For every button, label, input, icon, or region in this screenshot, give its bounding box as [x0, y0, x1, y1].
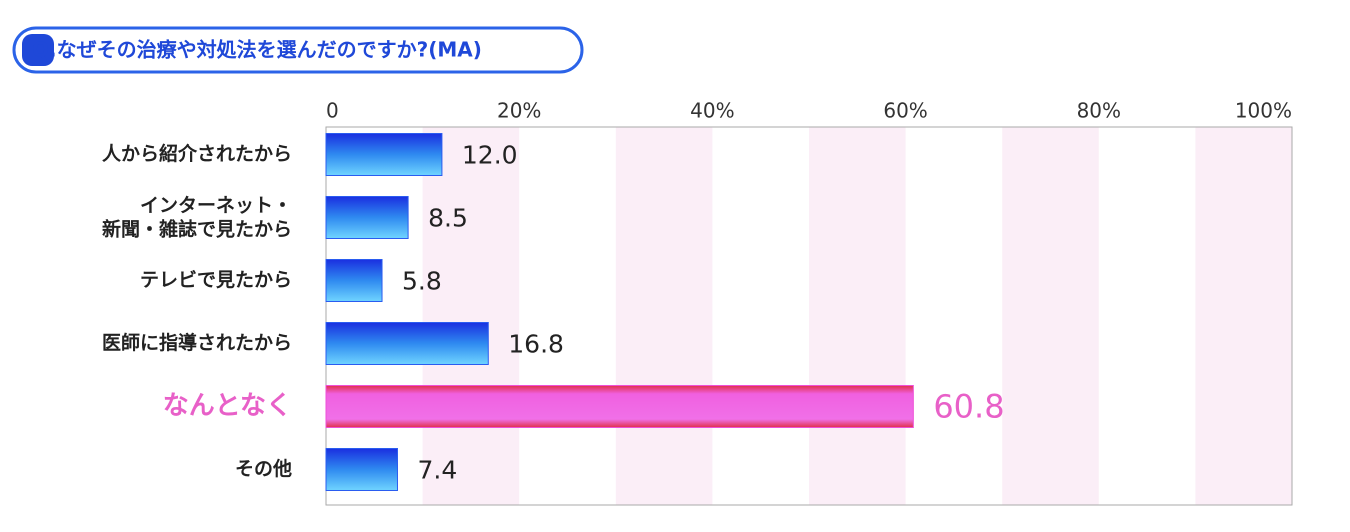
- data-label: 8.5: [428, 204, 468, 233]
- band-stripe: [1002, 127, 1099, 505]
- x-tick-label: 80%: [1077, 99, 1121, 123]
- data-label: 5.8: [402, 267, 442, 296]
- band-stripe: [809, 127, 906, 505]
- band-stripe: [422, 127, 520, 505]
- data-label: 7.4: [417, 456, 457, 485]
- data-label: 16.8: [508, 330, 564, 359]
- x-tick-label: 20%: [497, 99, 541, 123]
- bar: [325, 196, 409, 239]
- band-stripe: [615, 127, 713, 505]
- plot-frame: [325, 126, 1293, 506]
- x-tick-label: 0: [326, 99, 339, 123]
- x-tick-label: 40%: [690, 99, 734, 123]
- x-tick-label: 60%: [883, 99, 927, 123]
- x-tick-label: 100%: [1235, 99, 1292, 123]
- y-tick-label: 人から紹介されたから: [102, 142, 292, 165]
- bar: [325, 322, 489, 365]
- bar: [325, 259, 383, 302]
- y-tick-label: その他: [235, 457, 292, 480]
- y-tick-label: インターネット・新聞・雑誌で見たから: [102, 194, 292, 240]
- y-tick-label: テレビで見たから: [140, 269, 292, 291]
- y-tick-label: 医師に指導されたから: [102, 331, 292, 354]
- title-marker: [22, 34, 54, 66]
- chart-title: Q.なぜその治療や対処法を選んだのですか?(MA): [32, 38, 482, 62]
- bar: [325, 448, 398, 491]
- title-pill: [12, 26, 584, 74]
- bar: [325, 133, 443, 176]
- data-label: 12.0: [462, 141, 518, 170]
- y-tick-label: なんとなく: [163, 391, 292, 421]
- band-stripe: [1195, 127, 1292, 505]
- data-label: 60.8: [933, 388, 1004, 426]
- bar: [325, 385, 914, 428]
